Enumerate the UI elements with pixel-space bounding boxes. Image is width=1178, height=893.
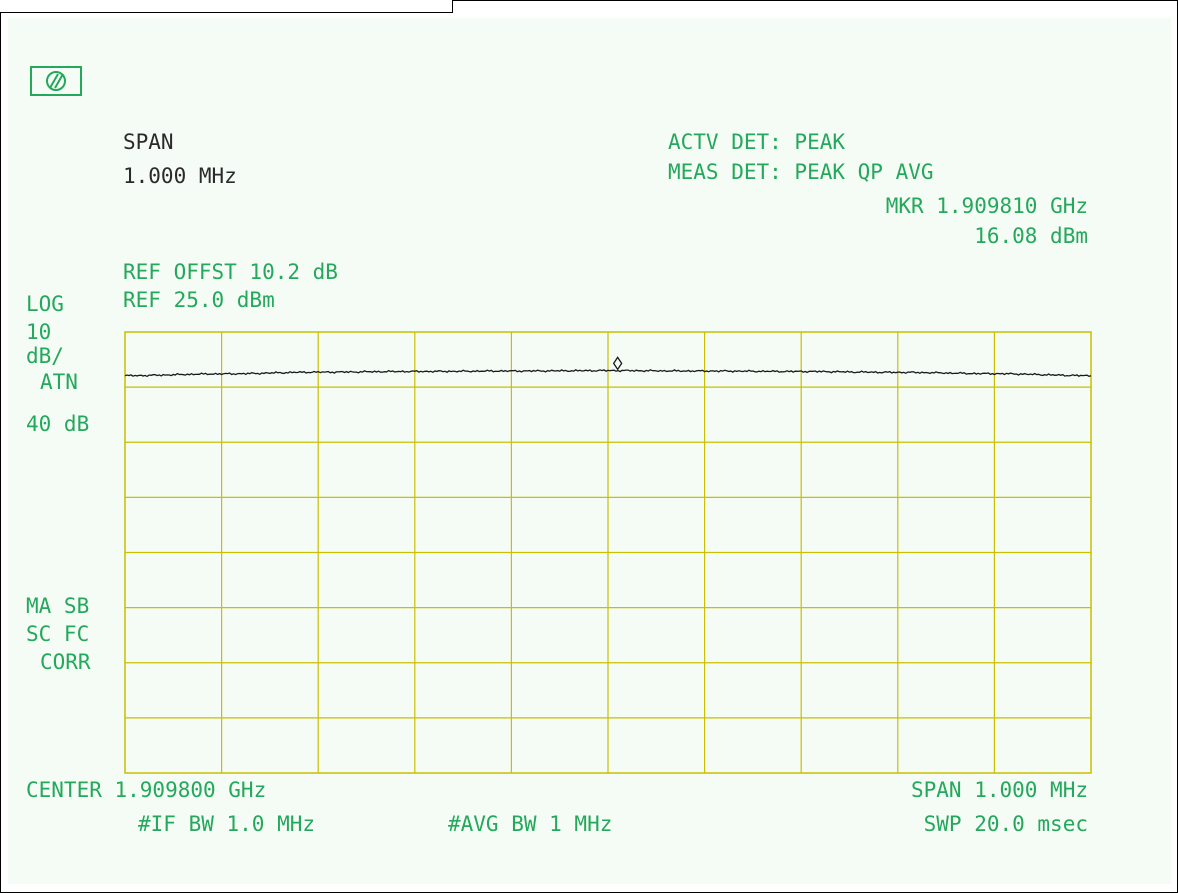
status-corr: CORR: [40, 650, 91, 674]
reference-offset: REF OFFST 10.2 dB: [123, 260, 338, 284]
top-tab: [0, 0, 453, 13]
marker-level: 16.08 dBm: [974, 224, 1088, 248]
span-footer: SPAN 1.000 MHz: [910, 778, 1088, 802]
status-sc-fc: SC FC: [26, 622, 90, 646]
marker-frequency: MKR 1.909810 GHz: [885, 194, 1088, 218]
hp-logo-glyph: [46, 71, 66, 91]
spectrum-plot: [124, 331, 1092, 774]
attenuation-value: 40 dB: [26, 412, 90, 436]
scale-type: LOG: [26, 292, 64, 316]
sweep-time: SWP 20.0 msec: [923, 812, 1088, 836]
span-label: SPAN: [123, 130, 174, 154]
attenuation-label: ATN: [40, 370, 78, 394]
measure-detector: MEAS DET: PEAK QP AVG: [668, 160, 934, 184]
span-value: 1.000 MHz: [123, 164, 237, 188]
center-frequency: CENTER 1.909800 GHz: [26, 778, 267, 802]
status-ma-sb: MA SB: [26, 594, 90, 618]
scale-unit: dB/: [26, 344, 64, 368]
if-bandwidth: #IF BW 1.0 MHz: [138, 812, 316, 836]
marker-diamond: [612, 356, 623, 371]
reference-level: REF 25.0 dBm: [123, 288, 275, 312]
scale-value: 10: [26, 320, 52, 344]
spectrum-trace: [124, 369, 1092, 378]
average-bandwidth: #AVG BW 1 MHz: [448, 812, 613, 836]
active-detector: ACTV DET: PEAK: [668, 130, 846, 154]
hp-logo-icon: [30, 66, 82, 96]
analyzer-screen: SPAN 1.000 MHz ACTV DET: PEAK MEAS DET: …: [8, 18, 1171, 884]
